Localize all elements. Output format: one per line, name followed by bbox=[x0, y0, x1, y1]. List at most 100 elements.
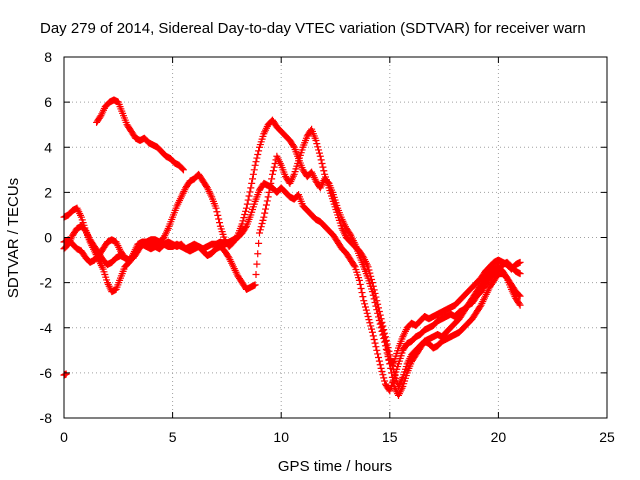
data-point bbox=[378, 368, 386, 376]
data-point bbox=[375, 354, 383, 362]
data-point bbox=[375, 308, 383, 316]
data-point bbox=[258, 220, 266, 228]
data-point bbox=[257, 223, 265, 231]
data-point bbox=[388, 369, 396, 377]
data-point bbox=[375, 304, 383, 312]
data-point bbox=[266, 184, 274, 192]
data-point bbox=[515, 300, 523, 308]
data-point bbox=[359, 293, 367, 301]
data-point bbox=[371, 289, 379, 297]
data-point bbox=[238, 220, 246, 228]
y-tick-label: -6 bbox=[40, 365, 53, 381]
series-1 bbox=[60, 179, 524, 395]
data-point bbox=[370, 335, 378, 343]
data-point bbox=[255, 229, 263, 237]
data-point bbox=[378, 323, 386, 331]
y-tick-label: -2 bbox=[40, 275, 53, 291]
data-point bbox=[369, 282, 377, 290]
data-point bbox=[263, 197, 271, 205]
chart-title: Day 279 of 2014, Sidereal Day-to-day VTE… bbox=[40, 20, 586, 37]
data-point bbox=[368, 325, 376, 333]
data-point bbox=[251, 281, 259, 289]
data-point bbox=[254, 150, 262, 158]
data-point bbox=[366, 269, 374, 277]
data-points bbox=[60, 96, 524, 399]
data-point bbox=[239, 217, 247, 225]
y-tick-label: 2 bbox=[44, 184, 52, 200]
data-point bbox=[255, 239, 263, 247]
data-point bbox=[368, 279, 376, 287]
series-2 bbox=[60, 116, 524, 368]
data-point bbox=[179, 165, 187, 173]
data-point bbox=[242, 224, 250, 232]
data-point bbox=[388, 373, 396, 381]
data-point bbox=[315, 149, 323, 157]
data-point bbox=[365, 266, 373, 274]
data-point bbox=[265, 188, 273, 196]
data-point bbox=[315, 146, 323, 154]
data-point bbox=[386, 360, 394, 368]
y-tick-label: 8 bbox=[44, 49, 52, 65]
data-point bbox=[366, 319, 374, 327]
data-point bbox=[262, 201, 270, 209]
data-point bbox=[372, 293, 380, 301]
series-4 bbox=[93, 96, 187, 174]
data-point bbox=[365, 316, 373, 324]
x-axis-label: GPS time / hours bbox=[278, 458, 392, 475]
data-point bbox=[249, 175, 257, 183]
data-point bbox=[253, 260, 261, 268]
data-point bbox=[380, 330, 388, 338]
data-point bbox=[316, 152, 324, 160]
data-point bbox=[252, 271, 260, 279]
data-point bbox=[256, 226, 264, 234]
data-point bbox=[247, 184, 255, 192]
data-point bbox=[357, 284, 365, 292]
data-point bbox=[248, 179, 256, 187]
data-point bbox=[249, 170, 257, 178]
x-tick-label: 0 bbox=[60, 429, 68, 445]
data-point bbox=[516, 301, 524, 309]
y-tick-label: 4 bbox=[44, 139, 52, 155]
data-point bbox=[372, 343, 380, 351]
data-point bbox=[374, 300, 382, 308]
data-point bbox=[269, 170, 277, 178]
data-point bbox=[368, 328, 376, 336]
data-point bbox=[242, 204, 250, 212]
data-point bbox=[375, 357, 383, 365]
data-point bbox=[240, 214, 248, 222]
data-point bbox=[214, 211, 222, 219]
data-point bbox=[360, 297, 368, 305]
data-point bbox=[361, 300, 369, 308]
data-point bbox=[389, 378, 397, 386]
data-point bbox=[380, 374, 388, 382]
data-point bbox=[358, 289, 366, 297]
data-point bbox=[253, 154, 261, 162]
data-point bbox=[216, 219, 224, 227]
data-point bbox=[379, 326, 387, 334]
series-3 bbox=[60, 125, 524, 390]
data-point bbox=[382, 342, 390, 350]
data-point bbox=[243, 200, 251, 208]
y-axis-label: SDTVAR / TECUs bbox=[5, 178, 22, 298]
data-point bbox=[264, 193, 272, 201]
data-point bbox=[255, 147, 263, 155]
data-point bbox=[320, 167, 328, 175]
data-point bbox=[362, 306, 370, 314]
data-point bbox=[312, 136, 320, 144]
data-point bbox=[381, 334, 389, 342]
x-tick-label: 5 bbox=[169, 429, 177, 445]
data-point bbox=[516, 258, 524, 266]
data-point bbox=[262, 205, 270, 213]
data-point bbox=[376, 361, 384, 369]
data-point bbox=[371, 339, 379, 347]
data-point bbox=[367, 272, 375, 280]
x-tick-label: 20 bbox=[491, 429, 507, 445]
data-point bbox=[233, 233, 241, 241]
data-point bbox=[381, 337, 389, 345]
data-point bbox=[268, 175, 276, 183]
data-point bbox=[261, 209, 269, 217]
data-point bbox=[367, 322, 375, 330]
data-point bbox=[364, 312, 372, 320]
data-point bbox=[516, 270, 524, 278]
data-point bbox=[377, 364, 385, 372]
